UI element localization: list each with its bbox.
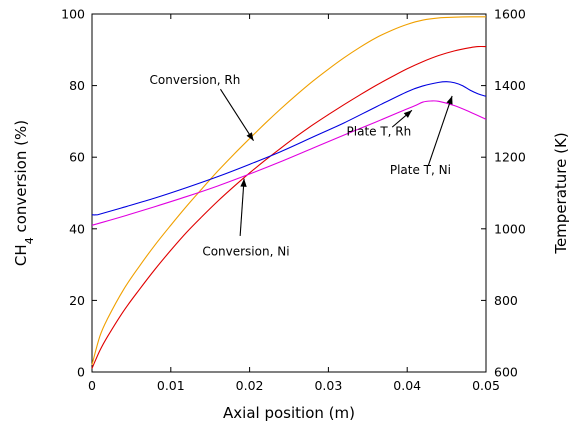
y-right-tick-label: 1000 [494, 221, 526, 236]
x-tick-label: 0.05 [472, 378, 500, 393]
y-left-tick-label: 60 [69, 150, 85, 165]
y-axis-left-label: CH4 conversion (%) [12, 120, 36, 266]
y-left-tick-label: 80 [69, 78, 85, 93]
y-left-label-subscript: 4 [23, 237, 36, 244]
annotations: Conversion, Rh Conversion, Ni Plate T, Rh P… [150, 73, 453, 259]
annotation-label: Plate T, Rh [347, 125, 412, 139]
y-left-label-main: CH [12, 244, 30, 266]
annotation-arrow-head [446, 95, 453, 105]
y-left-tick-label: 40 [69, 221, 85, 236]
y-right-tick-label: 800 [494, 293, 518, 308]
y-left-tick-label: 0 [77, 365, 85, 380]
ticks: 0 0.01 0.02 0.03 0.04 0.05 0 20 40 60 80 100 600 800 1… [61, 7, 526, 394]
annotation-label: Conversion, Ni [202, 245, 289, 259]
series-line-1 [91, 16, 487, 365]
annotation-arrow-shaft [239, 178, 245, 236]
annotation-label: Plate T, Ni [390, 163, 451, 177]
annotation-arrow-shaft [219, 88, 255, 142]
series-line-4 [91, 100, 487, 226]
y-left-label-rest: conversion (%) [12, 120, 30, 237]
x-tick-label: 0.01 [157, 378, 185, 393]
annotation-arrow-shaft [427, 95, 453, 166]
annotation-arrow-head [246, 132, 254, 141]
annotation-arrow-head [403, 110, 412, 118]
x-tick-label: 0.03 [314, 378, 342, 393]
series-line-2 [91, 45, 487, 369]
y-axis-right-label: Temperature (K) [552, 132, 570, 254]
y-left-tick-label: 100 [61, 7, 85, 22]
annotation-arrow-head [240, 178, 247, 187]
y-right-tick-label: 600 [494, 365, 518, 380]
x-tick-label: 0 [88, 378, 96, 393]
x-tick-label: 0.02 [236, 378, 264, 393]
plot-frame [91, 13, 487, 373]
y-right-tick-label: 1200 [494, 150, 526, 165]
y-left-tick-label: 20 [69, 293, 85, 308]
x-axis-label: Axial position (m) [223, 404, 355, 422]
x-tick-label: 0.04 [393, 378, 421, 393]
y-right-tick-label: 1600 [494, 7, 526, 22]
annotation-label: Conversion, Rh [150, 73, 241, 87]
series-group [91, 16, 487, 369]
y-right-tick-label: 1400 [494, 78, 526, 93]
series-line-3 [91, 81, 487, 216]
